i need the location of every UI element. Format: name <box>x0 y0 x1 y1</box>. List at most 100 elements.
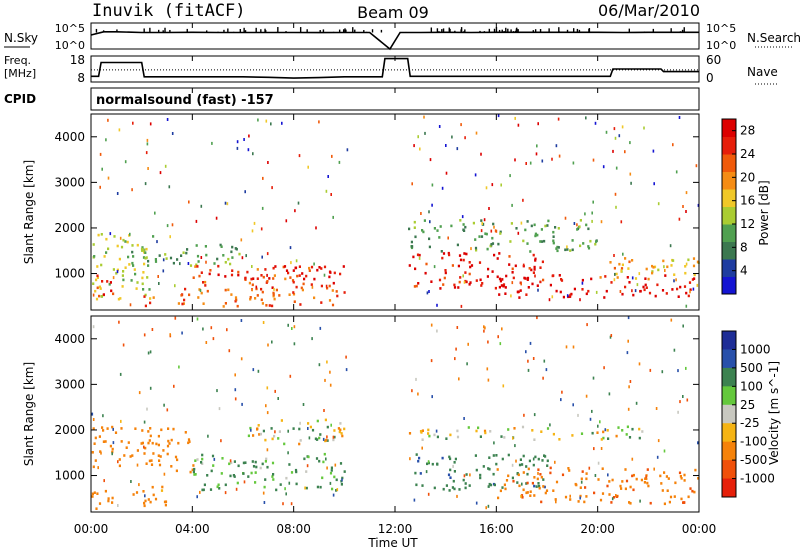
heatmap-cell <box>117 460 119 464</box>
heatmap-cell <box>452 464 454 468</box>
heatmap-cell <box>464 279 467 283</box>
heatmap-cell <box>149 350 152 354</box>
heatmap-cell <box>325 457 327 461</box>
heatmap-cell <box>141 249 144 252</box>
freq-series-line <box>91 57 699 79</box>
heatmap-cell <box>410 240 413 244</box>
heatmap-cell <box>638 362 641 366</box>
heatmap-cell <box>462 478 465 482</box>
heatmap-cell <box>427 460 430 464</box>
heatmap-cell <box>520 494 522 498</box>
heatmap-cell <box>590 277 593 281</box>
heatmap-cell <box>427 432 430 435</box>
heatmap-cell <box>585 477 588 481</box>
heatmap-cell <box>448 455 451 459</box>
heatmap-cell <box>516 481 519 484</box>
heatmap-cell <box>111 501 114 504</box>
heatmap-cell <box>319 326 322 330</box>
heatmap-cell <box>323 452 326 456</box>
heatmap-cell <box>188 293 191 297</box>
heatmap-cell <box>479 473 482 477</box>
heatmap-cell <box>490 229 493 233</box>
colorbar-tick-label: 1000 <box>740 342 771 356</box>
heatmap-cell <box>524 228 527 232</box>
heatmap-cell <box>260 298 263 302</box>
heatmap-cell <box>504 292 507 295</box>
heatmap-cell <box>142 490 145 493</box>
heatmap-cell <box>534 259 537 262</box>
heatmap-cell <box>512 276 515 280</box>
heatmap-cell <box>481 282 484 285</box>
heatmap-cell <box>463 417 465 420</box>
heatmap-cell <box>666 265 669 269</box>
heatmap-cell <box>435 429 438 433</box>
heatmap-cell <box>480 152 482 156</box>
heatmap-cell <box>613 266 616 270</box>
heatmap-cell <box>558 154 561 158</box>
heatmap-cell <box>285 492 287 496</box>
heatmap-cell <box>141 246 144 249</box>
heatmap-cell <box>206 289 209 293</box>
heatmap-cell <box>438 125 441 128</box>
heatmap-cell <box>99 450 102 453</box>
heatmap-cell <box>689 487 692 490</box>
heatmap-cell <box>677 410 679 414</box>
heatmap-cell <box>124 266 127 269</box>
heatmap-cell <box>197 296 200 299</box>
heatmap-cell <box>517 231 520 235</box>
heatmap-cell <box>649 501 652 505</box>
heatmap-cell <box>438 236 441 239</box>
heatmap-cell <box>537 122 539 126</box>
heatmap-cell <box>685 210 687 213</box>
heatmap-cell <box>92 418 95 421</box>
heatmap-cell <box>203 483 206 487</box>
heatmap-cell <box>258 433 261 436</box>
heatmap-cell <box>323 265 327 269</box>
heatmap-cell <box>231 269 234 272</box>
heatmap-cell <box>218 407 221 411</box>
heatmap-cell <box>94 459 97 462</box>
heatmap-cell <box>147 259 150 263</box>
heatmap-cell <box>149 500 152 504</box>
heatmap-cell <box>548 298 551 302</box>
heatmap-cell <box>149 434 152 438</box>
heatmap-cell <box>433 433 436 437</box>
heatmap-cell <box>686 398 689 402</box>
heatmap-cell <box>692 264 696 268</box>
heatmap-cell <box>413 498 416 502</box>
heatmap-cell <box>116 268 119 272</box>
heatmap-cell <box>498 252 501 255</box>
heatmap-cell <box>230 250 233 254</box>
heatmap-cell <box>501 486 504 489</box>
heatmap-cell <box>657 439 660 443</box>
heatmap-cell <box>230 293 233 296</box>
heatmap-cell <box>308 436 311 440</box>
heatmap-cell <box>523 276 526 280</box>
heatmap-cell <box>514 444 516 448</box>
heatmap-cell <box>313 296 316 300</box>
heatmap-cell <box>325 189 328 193</box>
heatmap-cell <box>685 262 688 266</box>
heatmap-cell <box>132 264 135 267</box>
heatmap-cell <box>480 219 483 222</box>
heatmap-cell <box>314 437 317 441</box>
heatmap-cell <box>497 496 500 500</box>
heatmap-cell <box>249 297 252 301</box>
heatmap-cell <box>255 465 258 469</box>
heatmap-cell <box>531 282 534 286</box>
heatmap-cell <box>597 424 599 428</box>
heatmap-cell <box>148 288 151 291</box>
heatmap-cell <box>342 265 345 268</box>
heatmap-cell <box>624 487 627 491</box>
heatmap-cell <box>520 282 522 286</box>
heatmap-cell <box>605 130 608 134</box>
heatmap-cell <box>158 254 161 257</box>
heatmap-cell <box>176 458 179 462</box>
heatmap-cell <box>521 425 525 429</box>
heatmap-cell <box>515 227 518 230</box>
heatmap-cell <box>251 229 254 233</box>
heatmap-cell <box>311 285 314 289</box>
heatmap-cell <box>272 478 275 481</box>
heatmap-cell <box>505 479 509 482</box>
heatmap-cell <box>555 247 558 250</box>
